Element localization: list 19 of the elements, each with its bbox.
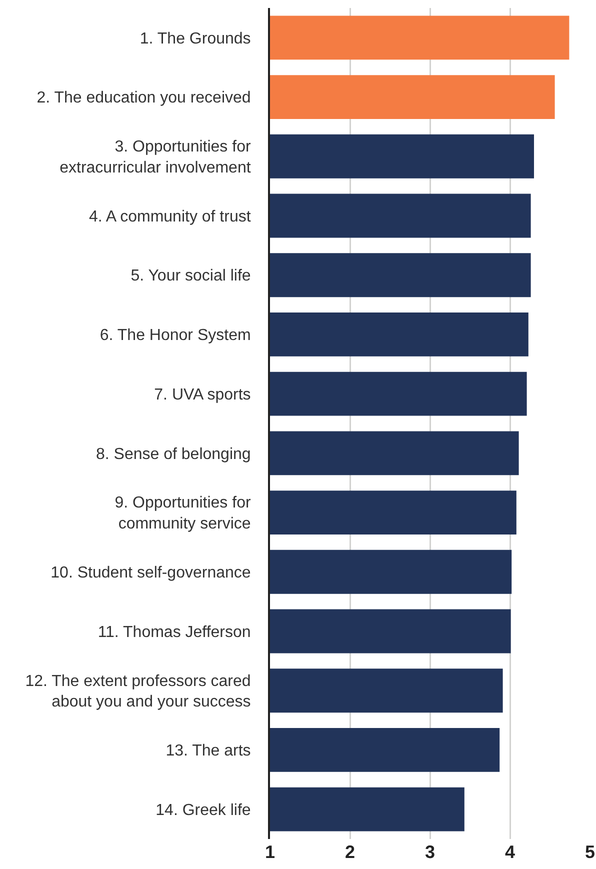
y-tick-label: 11. Thomas Jefferson — [98, 624, 251, 641]
y-tick-label: 6. The Honor System — [100, 327, 251, 344]
y-tick-label: 8. Sense of belonging — [96, 446, 251, 463]
y-tick-label: 2. The education you received — [36, 90, 251, 107]
y-tick-label: 5. Your social life — [130, 268, 251, 285]
x-tick-label: 1 — [264, 842, 276, 862]
y-tick-label: 10. Student self-governance — [50, 564, 251, 582]
y-tick-label: 13. The arts — [166, 742, 251, 760]
y-tick-label: 4. A community of trust — [88, 208, 252, 226]
y-tick-label: 1. The Grounds — [140, 30, 251, 48]
y-tick-label: 7. UVA sports — [154, 386, 251, 404]
y-tick-label: 3. Opportunities for extracurricular involvement — [60, 138, 252, 176]
x-tick-label: 5 — [584, 842, 596, 862]
x-tick-label: 2 — [344, 842, 356, 862]
y-tick-label: 12. The extent professors cared about you and your success — [25, 672, 251, 711]
y-tick-label: 9. Opportunities for community service — [114, 494, 252, 533]
x-tick-label: 3 — [424, 842, 436, 862]
y-tick-label: 14. Greek life — [156, 802, 251, 819]
x-tick-label: 4 — [504, 842, 516, 862]
